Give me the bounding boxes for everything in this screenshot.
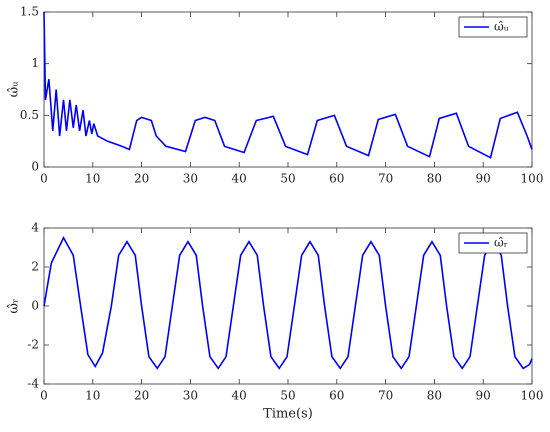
- x-tick-label: 90: [476, 389, 491, 403]
- x-tick-label: 50: [280, 172, 295, 186]
- y-tick-label: 0.5: [20, 108, 39, 122]
- x-tick-label: 80: [427, 389, 442, 403]
- legend-label: ω̂ᵣ: [494, 236, 508, 250]
- x-tick-label: 0: [40, 389, 48, 403]
- legend-box: [458, 16, 528, 38]
- y-tick-label: -2: [27, 338, 39, 352]
- y-tick-label: -4: [27, 377, 39, 391]
- x-tick-label: 40: [232, 389, 247, 403]
- legend-label: ω̂ᵤ: [494, 20, 509, 34]
- y-tick-label: 0: [31, 299, 39, 313]
- x-tick-label: 30: [183, 389, 198, 403]
- y-tick-label: 0: [31, 160, 39, 174]
- x-tick-label: 50: [280, 389, 295, 403]
- legend-box: [458, 232, 528, 254]
- x-tick-label: 20: [134, 389, 149, 403]
- x-tick-label: 70: [378, 389, 393, 403]
- x-tick-label: 0: [40, 172, 48, 186]
- y-tick-label: 4: [31, 221, 39, 235]
- x-tick-label: 100: [521, 389, 544, 403]
- x-tick-label: 60: [329, 389, 344, 403]
- x-tick-label: 70: [378, 172, 393, 186]
- y-axis-label: ω̂ᵣ: [7, 298, 22, 313]
- x-tick-label: 10: [85, 172, 100, 186]
- x-axis-label: Time(s): [263, 407, 313, 422]
- x-tick-label: 20: [134, 172, 149, 186]
- y-tick-label: 1.5: [20, 5, 39, 19]
- data-line: [43, 236, 533, 370]
- x-tick-label: 40: [232, 172, 247, 186]
- x-tick-label: 10: [85, 389, 100, 403]
- y-tick-label: 1: [31, 56, 39, 70]
- y-tick-label: 2: [31, 260, 39, 274]
- x-tick-label: 60: [329, 172, 344, 186]
- x-tick-label: 30: [183, 172, 198, 186]
- x-tick-label: 80: [427, 172, 442, 186]
- x-tick-label: 90: [476, 172, 491, 186]
- y-axis-label: ω̂ᵤ: [7, 82, 22, 98]
- x-tick-label: 100: [521, 172, 544, 186]
- data-line: [43, 11, 533, 159]
